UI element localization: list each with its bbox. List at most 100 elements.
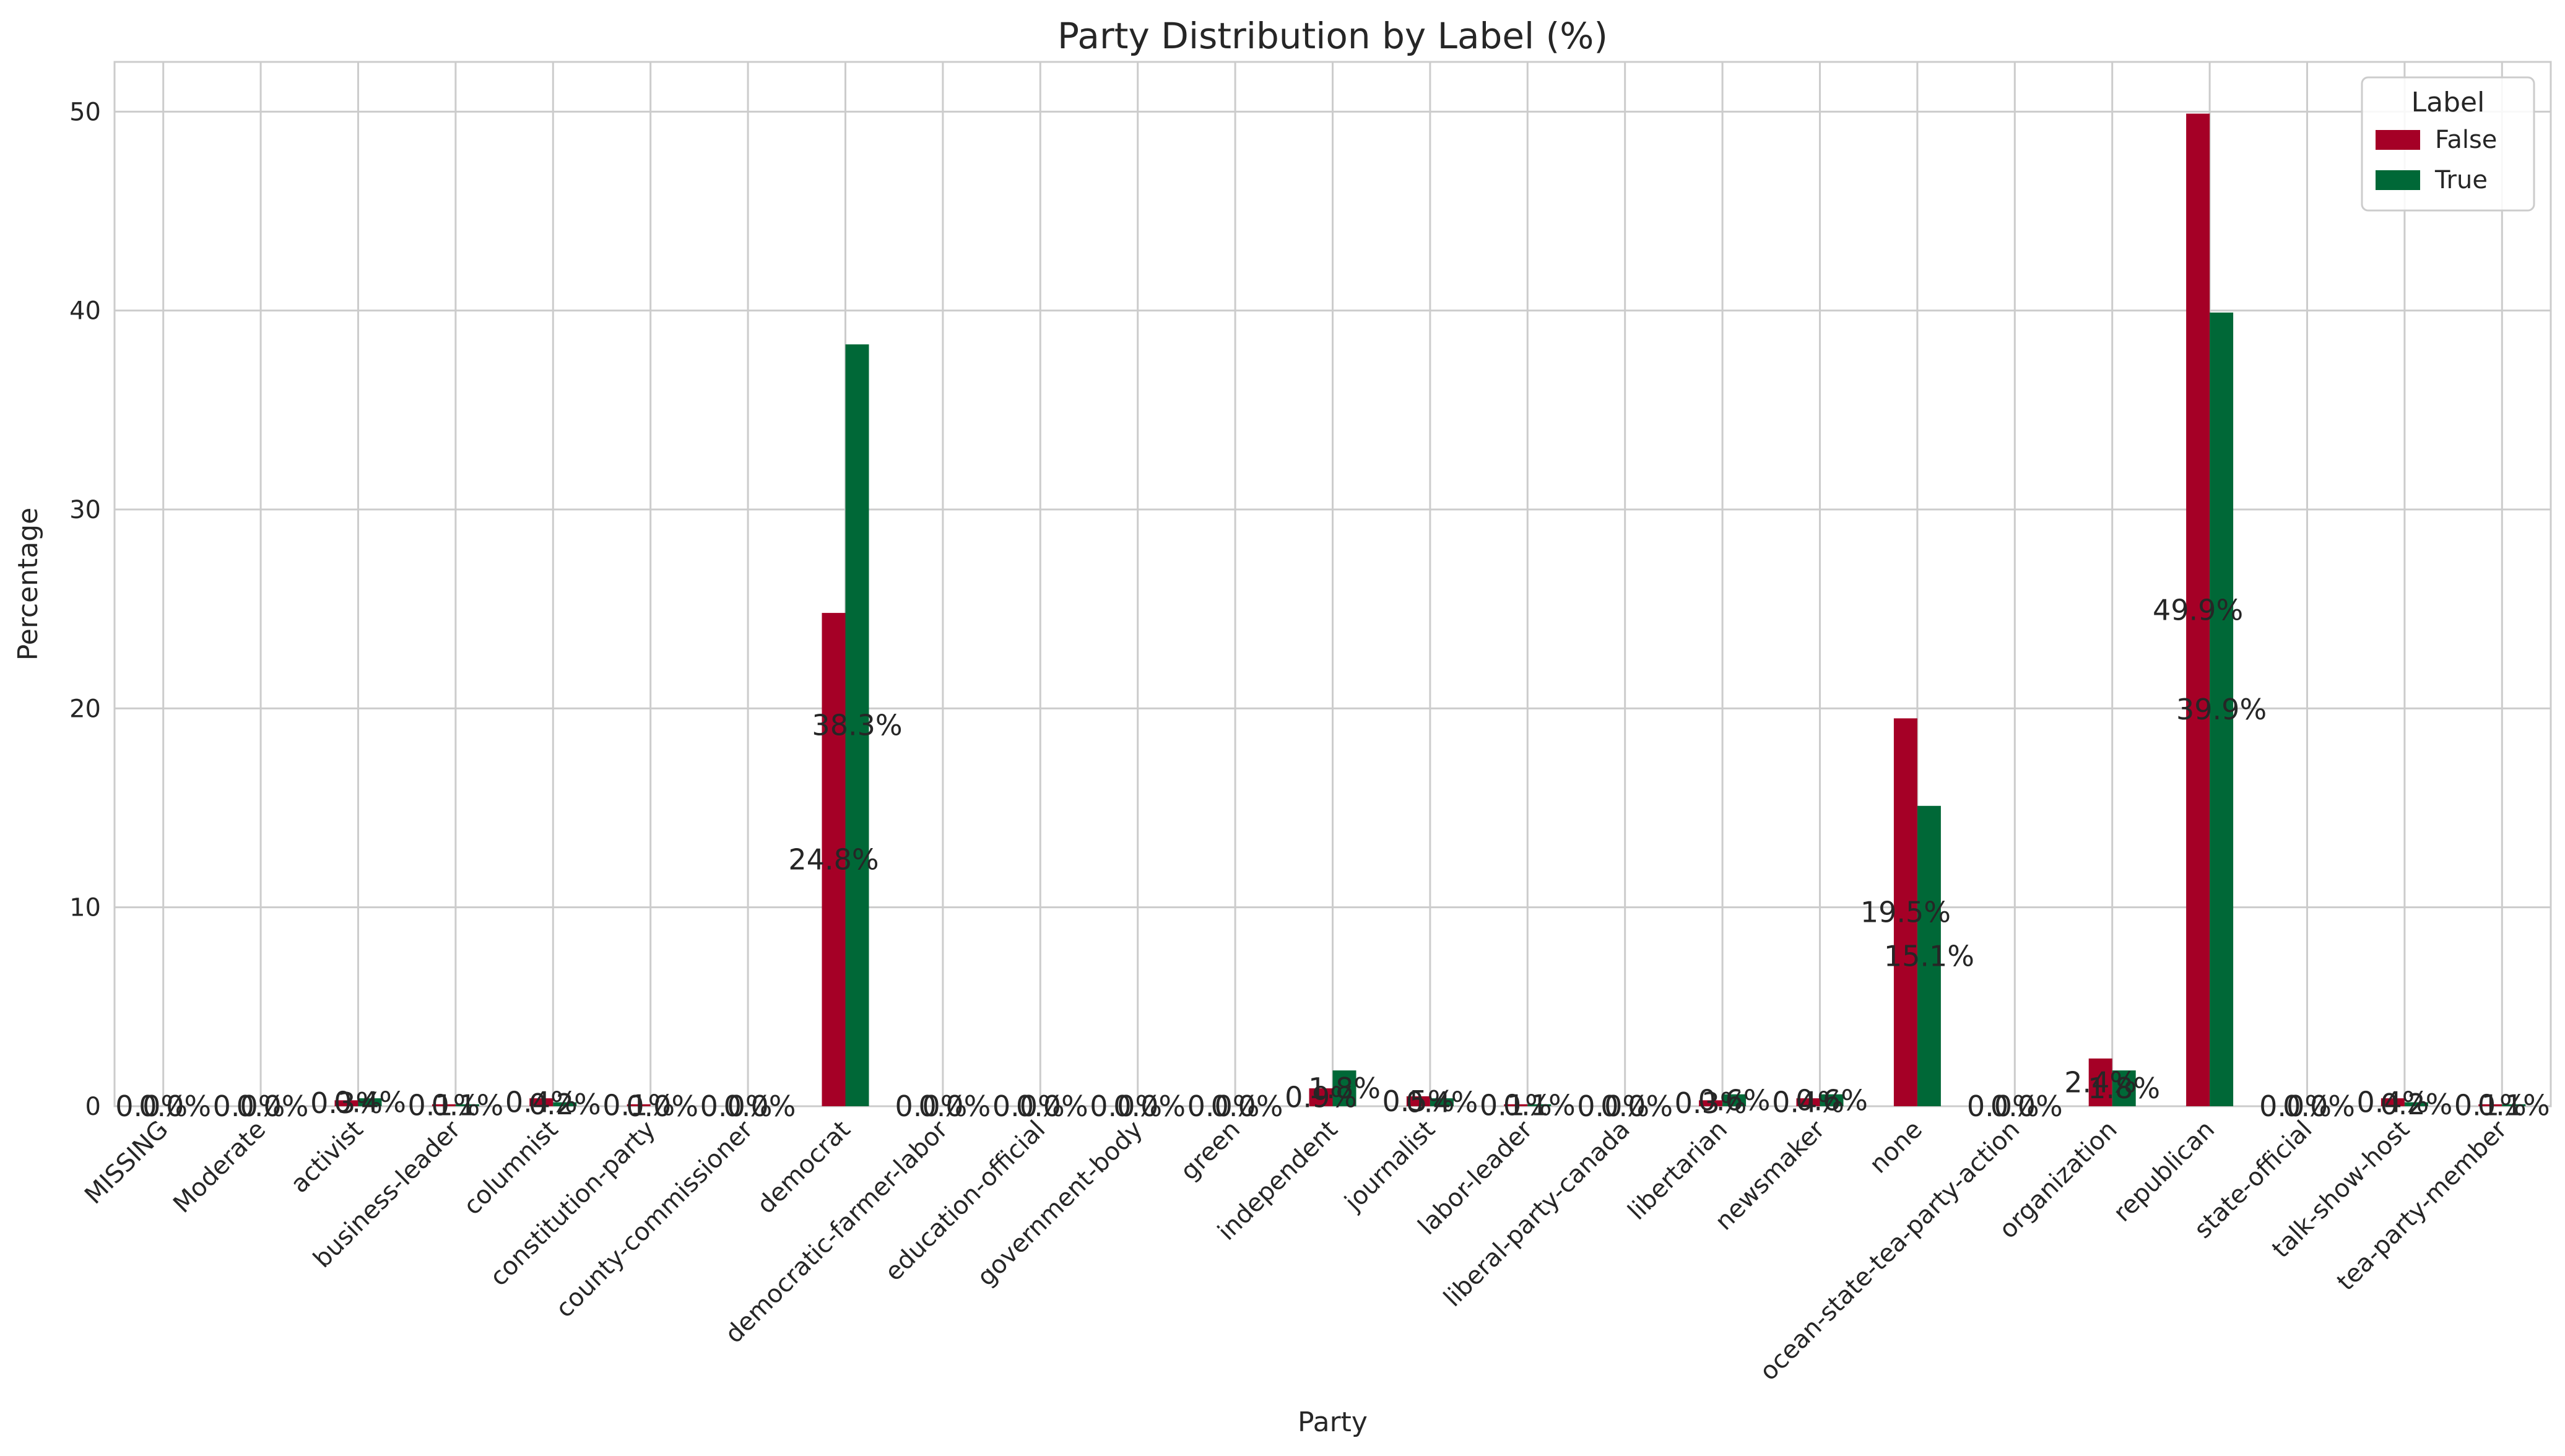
data-label: 0.0% (626, 1090, 698, 1123)
data-label: 0.0% (1577, 1090, 1649, 1123)
x-tick-label: journalist (1339, 1116, 1441, 1217)
data-label: 0.1% (1480, 1088, 1552, 1122)
bar-false (1504, 1104, 1528, 1106)
data-label: 0.4% (334, 1086, 406, 1119)
x-tick-label: liberal-party-canada (1438, 1116, 1636, 1313)
data-label: 0.0% (139, 1090, 211, 1123)
data-label: 2.4% (2064, 1065, 2137, 1099)
legend: Label False True (2361, 76, 2535, 212)
data-label: 0.0% (115, 1090, 188, 1123)
data-label: 0.0% (213, 1090, 285, 1123)
bar-false (1309, 1088, 1333, 1106)
chart-title: Party Distribution by Label (%) (1057, 15, 1608, 57)
x-tick-label: democrat (752, 1116, 856, 1220)
grid (113, 61, 2552, 1107)
data-label: 0.6% (1795, 1083, 1868, 1117)
bar-false (2088, 1058, 2112, 1106)
data-label: 1.8% (2088, 1072, 2160, 1105)
data-label: 0.4% (2356, 1086, 2429, 1119)
bar-false (822, 613, 846, 1106)
legend-swatch-false (2376, 130, 2420, 150)
x-tick-label: constitution-party (485, 1116, 661, 1292)
data-label: 0.0% (2259, 1090, 2332, 1123)
bar-true (2112, 1070, 2136, 1106)
data-label: 0.2% (529, 1088, 601, 1121)
data-label: 0.0% (1187, 1090, 1260, 1123)
bar-true (2404, 1102, 2428, 1106)
bar-true (2210, 312, 2234, 1106)
y-tick-label: 50 (69, 98, 101, 126)
data-label: 0.4% (1772, 1086, 1844, 1119)
data-label: 0.1% (2478, 1088, 2550, 1122)
bar-true (1332, 1070, 1356, 1106)
data-label: 0.0% (237, 1090, 309, 1123)
data-label: 0.0% (1967, 1090, 2039, 1123)
x-tick-label: none (1864, 1116, 1928, 1179)
legend-title: Label (2411, 87, 2485, 118)
bar-true (1430, 1098, 1454, 1106)
data-label: 0.0% (1016, 1090, 1088, 1123)
bar-true (553, 1102, 577, 1106)
x-tick-label: tea-party-member (2332, 1115, 2513, 1296)
data-labels: 0.0% 0.0% 0.3% 0.1% 0.4% 0.1% 0.0%24.8%0.0% 0.0… (115, 593, 2550, 1123)
bar-false (334, 1100, 358, 1106)
data-label: 0.0% (1211, 1090, 1283, 1123)
data-label: 49.9% (2153, 593, 2243, 626)
data-label: 0.0% (1600, 1090, 1673, 1123)
data-label: 0.0% (724, 1090, 796, 1123)
data-label: 0.2% (2380, 1088, 2452, 1121)
y-tick-label: 0 (85, 1093, 101, 1121)
data-label: 0.4% (505, 1086, 578, 1119)
legend-swatch-true (2376, 170, 2420, 190)
data-label: 0.0% (895, 1090, 967, 1123)
data-label: 0.0% (1113, 1090, 1186, 1123)
bar-true (2502, 1104, 2526, 1106)
x-tick-label: county-commissioner (550, 1115, 759, 1324)
bar-true (1917, 805, 1941, 1106)
data-label: 39.9% (2176, 693, 2267, 726)
legend-label-false: False (2435, 126, 2497, 154)
y-tick-label: 10 (69, 894, 101, 922)
bar-false (627, 1104, 651, 1106)
bar-true (1527, 1104, 1552, 1106)
legend-label-true: True (2434, 166, 2488, 194)
bar-false (1699, 1100, 1723, 1106)
bar-true (358, 1098, 382, 1106)
y-axis-label: Percentage (12, 508, 44, 661)
bars (334, 113, 2526, 1107)
data-label: 0.0% (700, 1090, 773, 1123)
bar-false (432, 1104, 456, 1106)
data-label: 0.5% (1382, 1085, 1454, 1118)
x-axis-label: Party (1298, 1406, 1368, 1438)
legend-items: False True (2376, 126, 2497, 194)
bar-true (845, 344, 869, 1106)
y-tick-label: 30 (69, 496, 101, 524)
data-label: 0.3% (310, 1086, 383, 1120)
data-label: 15.1% (1884, 939, 1974, 973)
data-label: 0.0% (918, 1090, 991, 1123)
data-label: 0.1% (602, 1088, 675, 1122)
x-tick-label: activist (285, 1116, 369, 1199)
data-label: 0.6% (1698, 1083, 1771, 1117)
bar-true (455, 1104, 479, 1106)
x-tick-label: columnist (458, 1116, 563, 1221)
data-label: 0.0% (1990, 1090, 2063, 1123)
bar-true (1820, 1094, 1844, 1106)
bar-false (2381, 1098, 2405, 1106)
data-label: 0.1% (431, 1088, 503, 1122)
data-label: 19.5% (1860, 896, 1951, 929)
x-tick-label: education-official (880, 1116, 1051, 1287)
x-tick-label: MISSING (79, 1116, 174, 1210)
x-tick-label: Moderate (168, 1116, 271, 1219)
data-label: 0.1% (407, 1088, 480, 1122)
data-label: 0.0% (1090, 1090, 1162, 1123)
x-tick-label: green (1175, 1116, 1246, 1186)
bar-false (2478, 1104, 2502, 1106)
data-label: 0.1% (2454, 1088, 2527, 1122)
data-label: 0.3% (1675, 1086, 1747, 1120)
data-label: 0.9% (1285, 1081, 1357, 1114)
bar-false (529, 1098, 553, 1106)
bar-true (1722, 1094, 1747, 1106)
